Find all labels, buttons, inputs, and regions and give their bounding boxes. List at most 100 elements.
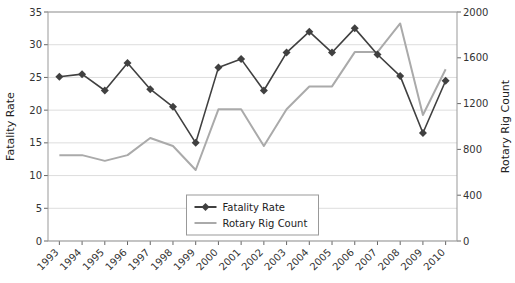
x-tick xyxy=(59,241,60,245)
y-tick-label: 0 xyxy=(36,236,42,247)
y-tick xyxy=(44,44,48,45)
y-tick xyxy=(44,208,48,209)
y-tick-label: 25 xyxy=(29,72,42,83)
grid-line xyxy=(48,77,457,78)
y2-tick-label: 400 xyxy=(463,190,482,201)
x-tick xyxy=(172,241,173,245)
plot-frame xyxy=(48,12,457,241)
x-tick xyxy=(309,241,310,245)
series-marker xyxy=(237,55,245,63)
y2-tick xyxy=(457,57,461,58)
series-line xyxy=(59,23,445,170)
series-marker xyxy=(419,129,427,137)
grid-line xyxy=(48,175,457,176)
series-marker xyxy=(169,103,177,111)
x-tick xyxy=(218,241,219,245)
x-tick-label: 1997 xyxy=(126,247,152,273)
x-tick-label: 2003 xyxy=(262,247,288,273)
series-marker xyxy=(146,85,154,93)
y2-tick-label: 1600 xyxy=(463,52,488,63)
grid-line xyxy=(48,142,457,143)
x-tick-label: 2009 xyxy=(399,247,425,273)
series-marker xyxy=(78,70,86,78)
series-marker xyxy=(396,72,404,80)
x-tick-label: 2000 xyxy=(194,247,220,273)
y-tick-label: 5 xyxy=(36,203,42,214)
y-tick xyxy=(44,175,48,176)
grid-line xyxy=(48,44,457,45)
x-tick-label: 2010 xyxy=(421,247,447,273)
y2-tick-label: 800 xyxy=(463,144,482,155)
legend-label: Rotary Rig Count xyxy=(223,218,308,229)
x-tick xyxy=(82,241,83,245)
y-tick-label: 15 xyxy=(29,137,42,148)
series-marker xyxy=(305,28,313,36)
y2-tick xyxy=(457,12,461,13)
series-marker xyxy=(192,139,200,147)
y-tick xyxy=(44,77,48,78)
series-marker xyxy=(55,73,63,81)
x-tick-label: 2004 xyxy=(285,247,311,273)
y-tick xyxy=(44,142,48,143)
x-tick-label: 2005 xyxy=(308,247,334,273)
y2-tick xyxy=(457,149,461,150)
x-tick-label: 1999 xyxy=(171,247,197,273)
y-tick-label: 20 xyxy=(29,105,42,116)
series-marker xyxy=(260,87,268,95)
x-tick-label: 2008 xyxy=(376,247,402,273)
x-tick-label: 1998 xyxy=(149,247,175,273)
legend-box xyxy=(187,195,319,235)
legend-label: Fatality Rate xyxy=(223,202,286,213)
x-tick xyxy=(332,241,333,245)
x-tick-label: 2002 xyxy=(239,247,265,273)
x-tick-label: 1995 xyxy=(80,247,106,273)
x-tick-label: 1994 xyxy=(58,247,84,273)
y2-tick-label: 2000 xyxy=(463,7,488,18)
x-tick xyxy=(195,241,196,245)
series-marker xyxy=(373,51,381,59)
series-marker xyxy=(328,49,336,57)
x-tick xyxy=(354,241,355,245)
x-tick xyxy=(241,241,242,245)
y-tick xyxy=(44,12,48,13)
x-tick xyxy=(422,241,423,245)
x-tick xyxy=(263,241,264,245)
x-tick xyxy=(377,241,378,245)
grid-line xyxy=(48,110,457,111)
series-marker xyxy=(214,64,222,72)
legend: Fatality Rate Rotary Rig Count xyxy=(187,195,319,235)
grid xyxy=(48,12,457,241)
series-marker xyxy=(124,59,132,67)
x-tick xyxy=(127,241,128,245)
y-tick xyxy=(44,241,48,242)
x-tick xyxy=(286,241,287,245)
x-tick-label: 2007 xyxy=(353,247,379,273)
x-tick-label: 1996 xyxy=(103,247,129,273)
x-tick xyxy=(150,241,151,245)
chart: 0510152025303504008001200160020001993199… xyxy=(0,0,515,283)
y-tick-label: 35 xyxy=(29,7,42,18)
data-layer xyxy=(55,23,449,170)
legend-swatch xyxy=(195,222,217,224)
x-tick-label: 2001 xyxy=(217,247,243,273)
x-tick xyxy=(104,241,105,245)
series-marker xyxy=(442,77,450,85)
y2-tick-label: 0 xyxy=(463,236,469,247)
x-tick-label: 2006 xyxy=(330,247,356,273)
y2-axis-label: Rotary Rig Count xyxy=(499,79,512,173)
x-tick xyxy=(400,241,401,245)
y2-tick xyxy=(457,241,461,242)
x-tick xyxy=(445,241,446,245)
y-tick-label: 30 xyxy=(29,39,42,50)
x-tick-label: 1993 xyxy=(35,247,61,273)
series-marker xyxy=(283,49,291,57)
series-marker xyxy=(101,87,109,95)
series-line xyxy=(59,28,445,143)
legend-marker xyxy=(202,203,210,211)
y2-tick xyxy=(457,195,461,196)
series-marker xyxy=(351,24,359,32)
y-tick xyxy=(44,110,48,111)
y2-tick xyxy=(457,103,461,104)
y-tick-label: 10 xyxy=(29,170,42,181)
y-axis-label: Fatality Rate xyxy=(4,92,17,161)
